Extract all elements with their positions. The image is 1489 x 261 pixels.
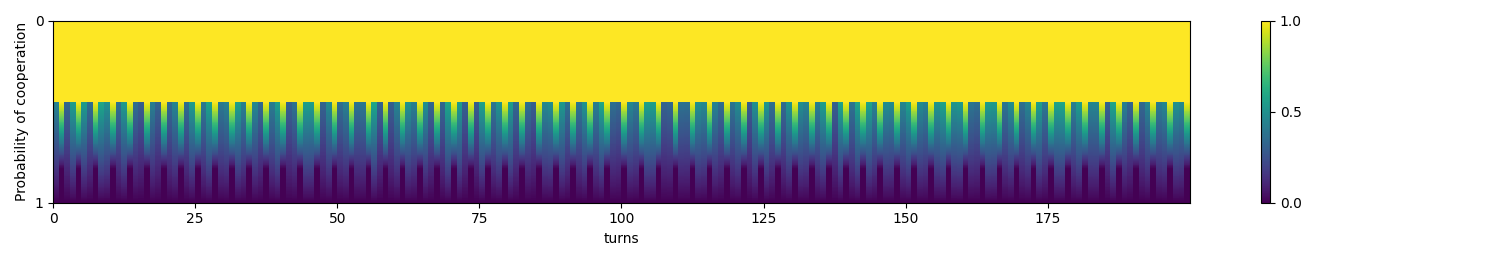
X-axis label: turns: turns xyxy=(603,232,639,246)
Y-axis label: Probability of cooperation: Probability of cooperation xyxy=(15,22,28,201)
